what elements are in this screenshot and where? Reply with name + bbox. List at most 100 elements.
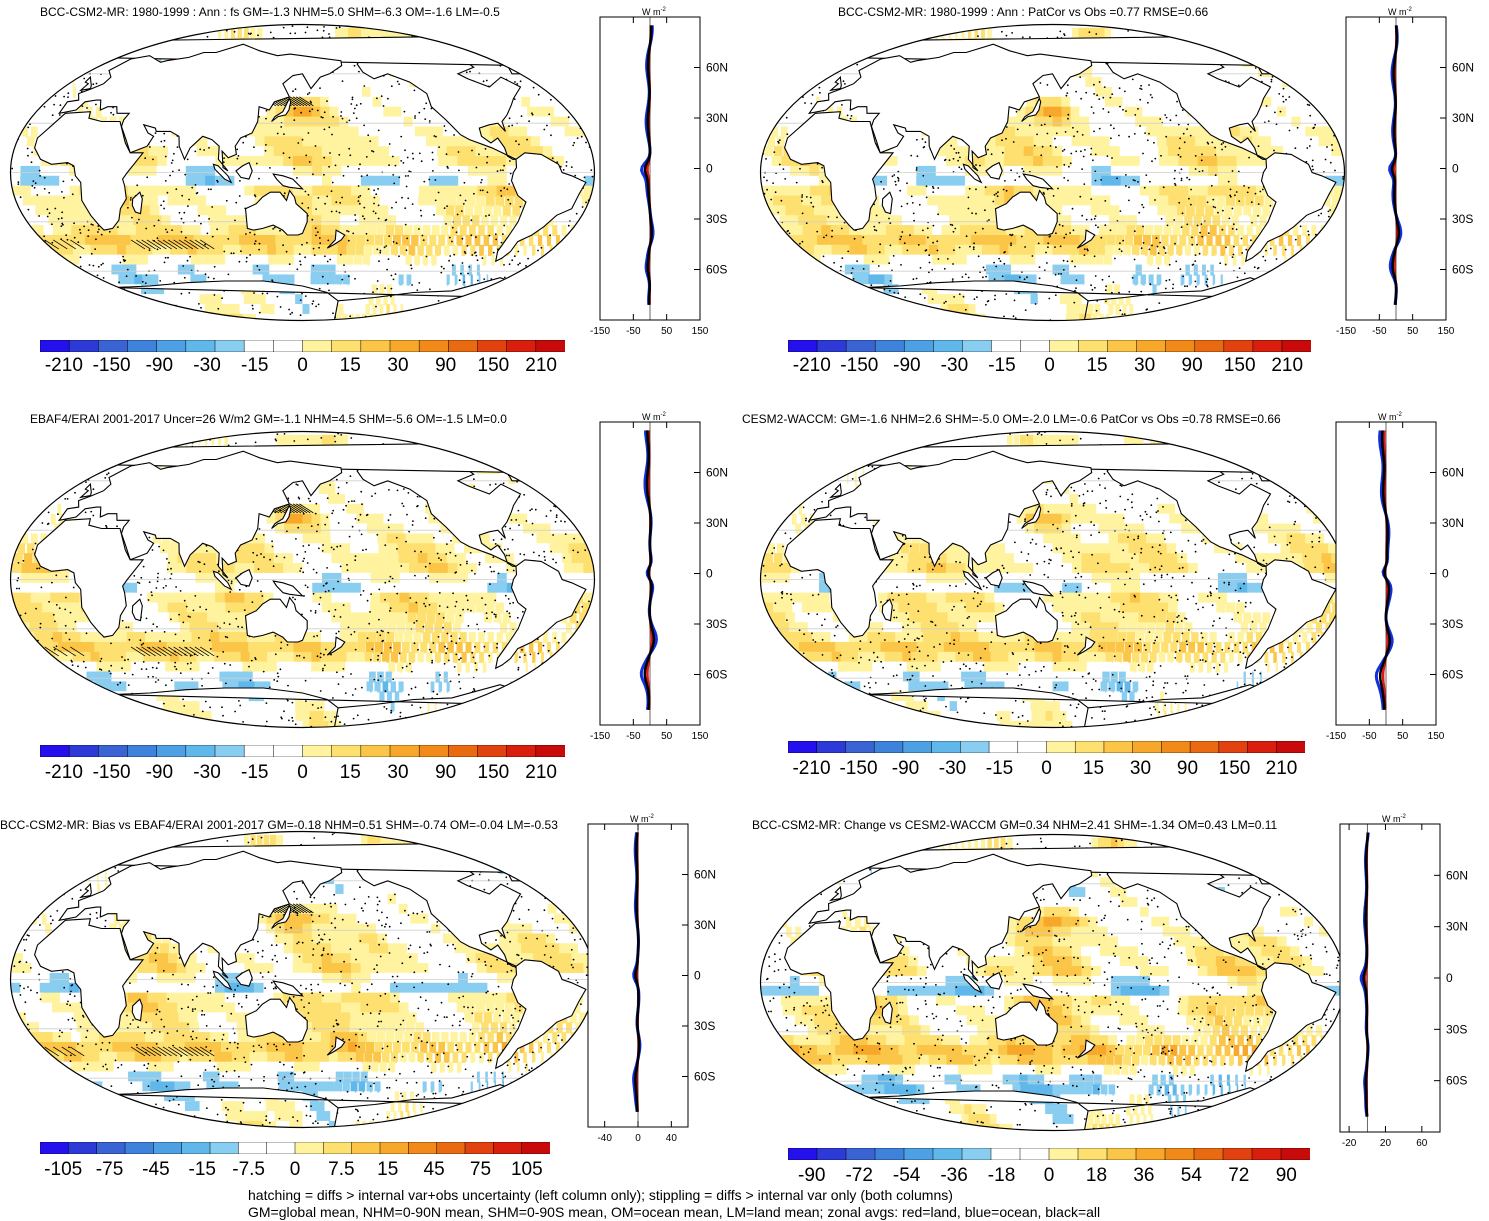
zonal-units: W m-2	[630, 814, 654, 824]
colorbar-segment	[1247, 741, 1278, 753]
panel-3-zonal-plot: W m-2 60N 30N 0 30S 60S -150 -50 50 150	[590, 412, 728, 742]
zonal-ytick-label: 0	[706, 162, 713, 176]
continent-madagascar	[881, 598, 893, 622]
field-layer	[10, 431, 595, 728]
colorbar-segment	[214, 340, 245, 352]
panel-6-title: BCC-CSM2-MR: Change vs CESM2-WACCM GM=0.…	[752, 818, 1278, 832]
colorbar-tick-label: -15	[988, 355, 1016, 376]
colorbar-segment	[464, 1142, 495, 1154]
continent-uk	[78, 882, 92, 899]
continent-borneo	[985, 568, 1003, 587]
panel-6-colorbar	[788, 1148, 1310, 1160]
zonal-xtick-label: 150	[1438, 326, 1455, 337]
colorbar-segment	[1218, 741, 1249, 753]
zonal-ytick-label: 0	[1442, 567, 1449, 581]
colorbar-tick-label: -90	[891, 758, 920, 779]
continent-madagascar	[131, 998, 143, 1022]
zonal-ytick-label: 60S	[706, 263, 727, 277]
colorbar-segment	[873, 741, 904, 753]
colorbar-segment	[933, 340, 964, 352]
continents	[784, 442, 1337, 728]
continent-australia	[244, 189, 308, 236]
zonal-units: W m-2	[642, 412, 666, 422]
colorbar-segment	[535, 340, 565, 352]
colorbar-segment	[1193, 1148, 1224, 1160]
colorbar-tick-label: 150	[1218, 758, 1251, 779]
zonal-units: W m-2	[1388, 7, 1412, 17]
colorbar-segment	[1280, 1148, 1310, 1160]
zonal-frame	[1339, 823, 1441, 1133]
panel-5-zonal-plot: W m-2 60N 30N 0 30S 60S -40 0 40	[587, 814, 716, 1144]
panel-3-title: EBAF4/ERAI 2001-2017 Uncer=26 W/m2 GM=-1…	[30, 412, 507, 426]
continent-eurasia	[57, 850, 343, 979]
continent-madagascar	[881, 1001, 893, 1025]
colorbar-segment	[903, 340, 935, 352]
continent-australia	[994, 596, 1058, 643]
colorbar-segment	[1103, 741, 1134, 753]
stippling	[762, 431, 1344, 728]
continent-north-america	[1106, 51, 1272, 160]
colorbar-tick-label: 105	[510, 1159, 543, 1180]
colorbar-segment	[273, 340, 304, 352]
colorbar-segment	[418, 340, 450, 352]
panel-6-zonal-plot: W m-2 60N 30N 0 30S 60S -20 20 60	[1339, 814, 1468, 1149]
zonal-xtick-label: 50	[1397, 731, 1409, 742]
zonal-units: W m-2	[1378, 412, 1402, 422]
continent-eurasia	[57, 43, 343, 172]
colorbar-tick-label: -90	[145, 355, 174, 376]
colorbar-segment	[816, 340, 847, 352]
continent-eurasia	[807, 853, 1093, 982]
panel-3-colorbar-labels: -210 -150 -90 -30 -15 0 15 30 90 150 210	[40, 762, 565, 786]
colorbar-tick-label: 90	[1181, 355, 1203, 376]
colorbar-segment	[156, 340, 187, 352]
colorbar-tick-label: 210	[525, 762, 557, 783]
colorbar-segment	[1049, 340, 1080, 352]
colorbar-segment	[243, 745, 275, 757]
colorbar-segment	[40, 745, 70, 757]
colorbar-tick-label: -30	[193, 355, 221, 376]
continent-africa	[34, 111, 145, 231]
zonal-all-line	[1378, 430, 1391, 710]
colorbar-tick-label: -90	[893, 355, 921, 376]
panel-2-zonal-plot: W m-2 60N 30N 0 30S 60S -150 -50 50 150	[1336, 7, 1474, 337]
continent-japan	[271, 97, 292, 122]
colorbar-tick-label: 15	[1082, 758, 1105, 779]
colorbar-tick-label: 15	[339, 762, 361, 783]
panel-1-colorbar-labels: -210 -150 -90 -30 -15 0 15 30 90 150 210	[40, 355, 565, 379]
colorbar-segment	[68, 745, 100, 757]
colorbar-segment	[1074, 741, 1105, 753]
continent-iceland	[71, 870, 91, 875]
continent-africa	[784, 518, 895, 638]
colorbar-segment	[477, 340, 508, 352]
colorbar-tick-label: 75	[469, 1159, 492, 1180]
colorbar-tick-label: -105	[44, 1159, 83, 1180]
continent-sumatra	[212, 570, 233, 591]
colorbar-tick-label: 30	[1134, 355, 1156, 376]
colorbar-segment	[1194, 340, 1225, 352]
colorbar-tick-label: 0	[297, 355, 308, 376]
colorbar-segment	[331, 745, 362, 757]
continent-new-zealand	[326, 229, 346, 249]
colorbar-segment	[991, 340, 1022, 352]
colorbar-tick-label: 0	[1041, 758, 1052, 779]
zonal-ytick-label: 30N	[694, 918, 716, 932]
colorbar-tick-label: 210	[1265, 758, 1298, 779]
zonal-all-line	[1390, 25, 1401, 305]
zonal-ytick-label: 60N	[694, 868, 716, 882]
map-outline	[759, 23, 1346, 322]
continent-japan	[271, 504, 292, 529]
continent-australia	[244, 996, 308, 1043]
colorbar-tick-label: 90	[1275, 1165, 1297, 1186]
zonal-units: W m-2	[1382, 814, 1406, 824]
colorbar-tick-label: -15	[188, 1159, 216, 1180]
colorbar-segment	[360, 745, 391, 757]
continent-africa	[784, 921, 895, 1041]
panel-5-colorbar	[40, 1142, 550, 1154]
colorbar-tick-label: 90	[1176, 758, 1199, 779]
colorbar-segment	[273, 745, 304, 757]
colorbar-segment	[302, 340, 333, 352]
continent-sumatra	[962, 163, 983, 184]
zonal-all-line	[634, 832, 641, 1112]
zonal-ytick-label: 60S	[1446, 1074, 1467, 1088]
panel-1-colorbar	[40, 340, 565, 352]
